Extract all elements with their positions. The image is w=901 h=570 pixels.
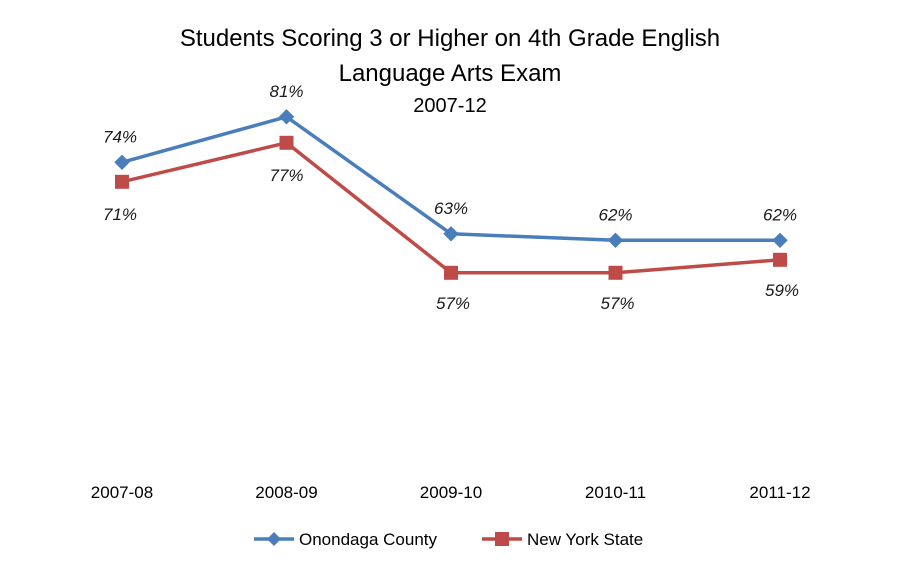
series-0-marker-0 <box>114 154 130 171</box>
chart-title-line-1: Students Scoring 3 or Higher on 4th Grad… <box>180 25 720 52</box>
data-label-series-1-2: 57% <box>436 294 470 313</box>
plot-area: 74% 81% 63% 62% 62% 71% 77% 57% 57% 59% <box>103 82 799 313</box>
series-0-marker-3 <box>607 232 624 249</box>
x-tick-label-4: 2011-12 <box>749 483 810 502</box>
data-label-series-1-0: 71% <box>103 205 137 224</box>
x-tick-label-2: 2009-10 <box>420 483 482 502</box>
legend: Onondaga County New York State <box>254 530 643 549</box>
data-label-series-0-0: 74% <box>103 127 137 146</box>
x-tick-label-3: 2010-11 <box>585 483 646 502</box>
series-1-marker-2 <box>444 265 458 280</box>
series-1-marker-3 <box>608 265 623 280</box>
legend-marker-0 <box>267 532 281 546</box>
series-0-marker-1 <box>278 109 295 125</box>
legend-item-1: New York State <box>482 530 643 549</box>
data-label-series-0-3: 62% <box>598 205 632 224</box>
chart-subtitle: 2007-12 <box>413 95 486 117</box>
series-1-marker-4 <box>773 252 787 267</box>
data-label-series-0-2: 63% <box>434 199 468 218</box>
data-label-series-1-3: 57% <box>600 294 634 313</box>
series-0-marker-2 <box>443 226 459 242</box>
data-label-series-1-1: 77% <box>269 166 303 185</box>
legend-label-0: Onondaga County <box>299 530 437 549</box>
series-line-0 <box>121 115 780 243</box>
legend-marker-1 <box>495 532 509 546</box>
series-1-marker-1 <box>279 135 294 150</box>
x-axis: 2007-08 2008-09 2009-10 2010-11 2011-12 <box>91 483 811 502</box>
data-label-series-0-4: 62% <box>763 205 797 224</box>
x-tick-label-1: 2008-09 <box>255 483 317 502</box>
legend-label-1: New York State <box>527 530 643 549</box>
data-label-series-0-1: 81% <box>269 82 303 101</box>
series-1-marker-0 <box>115 174 129 189</box>
legend-item-0: Onondaga County <box>254 530 437 549</box>
data-label-series-1-4: 59% <box>765 281 799 300</box>
series-0-marker-4 <box>772 232 788 249</box>
x-tick-label-0: 2007-08 <box>91 483 153 502</box>
chart-title-line-2: Language Arts Exam <box>339 60 562 87</box>
